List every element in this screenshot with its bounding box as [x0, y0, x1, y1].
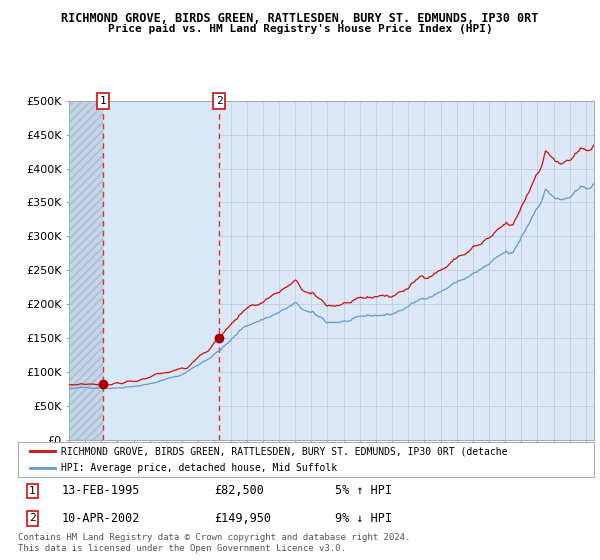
Text: RICHMOND GROVE, BIRDS GREEN, RATTLESDEN, BURY ST. EDMUNDS, IP30 0RT (detache: RICHMOND GROVE, BIRDS GREEN, RATTLESDEN,… [61, 446, 508, 456]
Bar [103, 101, 219, 440]
Text: RICHMOND GROVE, BIRDS GREEN, RATTLESDEN, BURY ST. EDMUNDS, IP30 0RT: RICHMOND GROVE, BIRDS GREEN, RATTLESDEN,… [61, 12, 539, 25]
Text: 2: 2 [215, 96, 223, 106]
Text: 2: 2 [29, 514, 36, 524]
Text: 5% ↑ HPI: 5% ↑ HPI [335, 484, 392, 497]
Text: 13-FEB-1995: 13-FEB-1995 [61, 484, 140, 497]
Text: 1: 1 [29, 486, 36, 496]
Text: £149,950: £149,950 [214, 512, 271, 525]
Text: 10-APR-2002: 10-APR-2002 [61, 512, 140, 525]
Text: 9% ↓ HPI: 9% ↓ HPI [335, 512, 392, 525]
Text: 1: 1 [100, 96, 107, 106]
Text: Contains HM Land Registry data © Crown copyright and database right 2024.
This d: Contains HM Land Registry data © Crown c… [18, 533, 410, 553]
Text: £82,500: £82,500 [214, 484, 264, 497]
Text: HPI: Average price, detached house, Mid Suffolk: HPI: Average price, detached house, Mid … [61, 463, 337, 473]
Bar [69, 101, 103, 440]
Text: Price paid vs. HM Land Registry's House Price Index (HPI): Price paid vs. HM Land Registry's House … [107, 24, 493, 34]
